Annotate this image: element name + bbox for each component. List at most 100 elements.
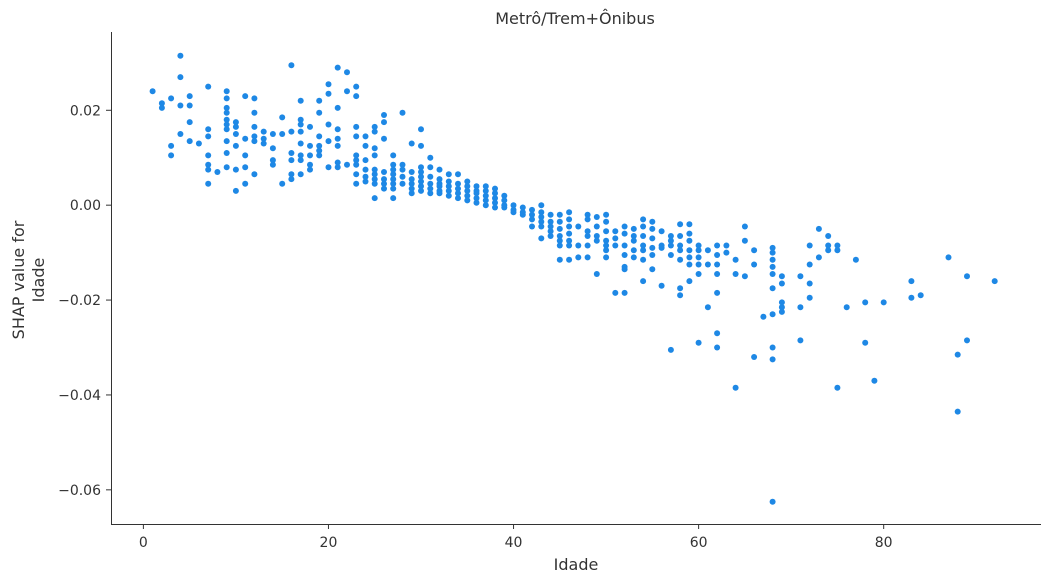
data-point <box>325 138 332 145</box>
data-point <box>297 157 304 164</box>
data-point <box>667 242 674 249</box>
data-point <box>381 180 387 187</box>
data-point <box>334 64 341 71</box>
data-point <box>362 133 369 140</box>
data-point <box>418 173 424 180</box>
data-point <box>492 185 498 192</box>
data-point <box>769 244 776 251</box>
data-point <box>297 128 304 135</box>
data-point <box>501 204 508 211</box>
data-point <box>603 242 610 249</box>
data-point <box>186 119 193 126</box>
data-point <box>769 356 776 363</box>
data-point <box>418 178 424 185</box>
data-point <box>232 166 239 173</box>
data-point <box>362 173 369 180</box>
data-point <box>473 199 480 206</box>
data-point <box>538 223 545 230</box>
data-point <box>964 273 970 280</box>
data-point <box>492 204 498 211</box>
data-point <box>353 152 360 159</box>
data-point <box>649 244 656 251</box>
data-point <box>205 161 212 168</box>
data-point <box>418 183 424 190</box>
data-point <box>177 52 184 59</box>
data-point <box>621 289 628 296</box>
data-point <box>473 195 480 202</box>
data-point <box>695 339 702 346</box>
data-point <box>695 271 702 277</box>
data-point <box>482 187 489 194</box>
data-point <box>205 166 212 173</box>
data-point <box>612 235 619 242</box>
data-point <box>677 247 684 254</box>
data-point <box>436 166 443 173</box>
data-point <box>612 289 619 296</box>
data-point <box>371 180 378 187</box>
data-point <box>704 261 711 268</box>
data-point <box>954 408 961 415</box>
data-point <box>297 121 304 128</box>
data-point <box>205 180 212 187</box>
data-point <box>269 131 276 137</box>
data-point <box>667 346 674 353</box>
data-point <box>649 218 656 225</box>
data-point <box>371 176 378 183</box>
data-point <box>455 190 461 197</box>
data-point <box>695 242 702 249</box>
data-point <box>492 195 498 202</box>
data-point <box>168 142 175 149</box>
data-point <box>686 261 693 268</box>
data-point <box>223 116 230 123</box>
data-point <box>723 242 730 249</box>
data-point <box>769 271 776 277</box>
data-point <box>325 81 332 88</box>
data-point <box>232 142 239 149</box>
data-point <box>566 216 573 223</box>
data-point <box>353 83 360 90</box>
data-point <box>806 280 813 287</box>
data-point <box>751 247 758 254</box>
data-point <box>556 211 563 218</box>
data-point <box>741 237 748 244</box>
data-point <box>686 237 693 244</box>
x-axis-label: Idade <box>554 555 599 574</box>
data-point <box>677 256 684 263</box>
data-point <box>732 256 739 263</box>
x-tick-label: 20 <box>320 535 338 551</box>
data-point <box>195 140 202 147</box>
data-point <box>704 247 711 254</box>
data-point <box>427 190 434 197</box>
y-tick-label: 0.00 <box>70 198 101 214</box>
data-point <box>769 256 776 263</box>
data-point <box>538 214 545 220</box>
data-point <box>482 202 489 209</box>
data-point <box>806 261 813 268</box>
data-point <box>556 242 563 249</box>
data-point <box>482 197 489 204</box>
data-point <box>640 242 647 249</box>
data-point <box>464 192 471 199</box>
chart-title: Metrô/Trem+Ônibus <box>495 9 655 28</box>
data-point <box>538 209 545 216</box>
data-point <box>630 225 637 232</box>
data-point <box>538 202 545 209</box>
data-point <box>519 211 526 218</box>
data-point <box>473 190 480 197</box>
data-point <box>538 235 545 242</box>
data-point <box>260 135 267 142</box>
data-point <box>714 330 721 337</box>
data-point <box>621 252 628 258</box>
data-point <box>408 185 415 192</box>
data-point <box>381 176 387 183</box>
data-point <box>418 142 424 149</box>
x-tick-label: 40 <box>505 535 523 551</box>
data-point <box>677 233 684 239</box>
data-point <box>686 254 693 261</box>
data-point <box>695 261 702 268</box>
data-point <box>279 180 286 187</box>
data-point <box>251 133 258 140</box>
data-point <box>205 133 212 140</box>
data-point <box>649 235 656 242</box>
